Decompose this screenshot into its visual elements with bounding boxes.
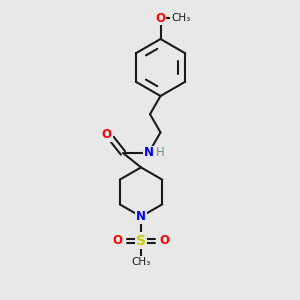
Text: H: H bbox=[155, 146, 164, 160]
Text: N: N bbox=[143, 146, 154, 160]
Text: S: S bbox=[136, 234, 146, 248]
Text: N: N bbox=[136, 210, 146, 223]
Text: O: O bbox=[155, 11, 166, 25]
Text: CH₃: CH₃ bbox=[131, 256, 151, 267]
Text: O: O bbox=[102, 128, 112, 141]
Text: O: O bbox=[159, 234, 170, 247]
Text: CH₃: CH₃ bbox=[171, 13, 190, 23]
Text: O: O bbox=[112, 234, 123, 247]
